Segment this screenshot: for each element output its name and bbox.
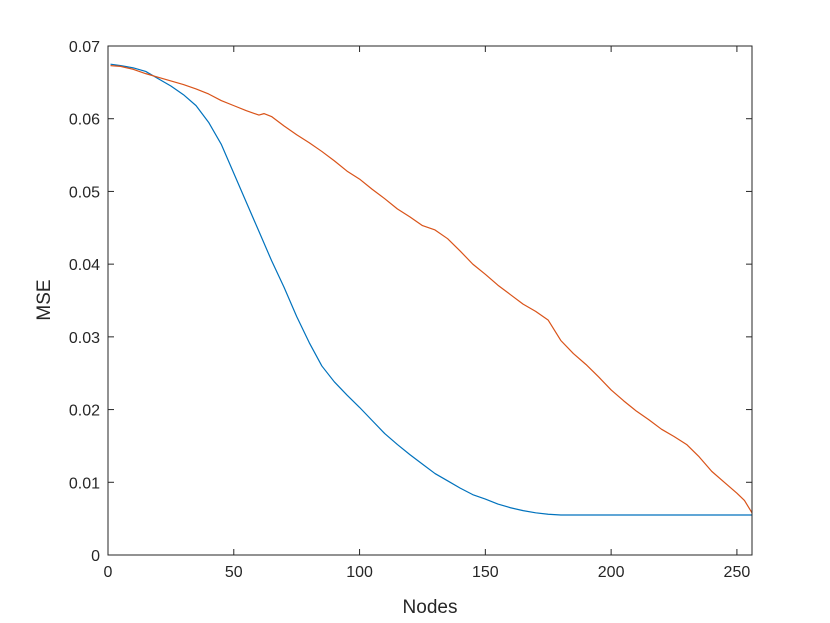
x-tick-label: 150 [472,564,499,581]
x-tick-label: 0 [104,564,113,581]
series-line-2 [110,65,753,514]
x-tick-label: 250 [724,564,751,581]
x-axis: 0 50 100 150 200 250 [104,46,751,581]
y-tick-label: 0.05 [69,184,100,201]
y-tick-label: 0.07 [69,39,100,56]
y-tick-label: 0.01 [69,475,100,492]
x-tick-label: 200 [598,564,625,581]
x-axis-title: Nodes [403,597,458,618]
y-tick-label: 0.04 [69,257,100,274]
y-axis-title: MSE [34,279,55,320]
series-layer [110,63,753,516]
x-tick-label: 100 [346,564,373,581]
x-tick-label: 50 [225,564,243,581]
y-tick-label: 0.06 [69,112,100,129]
y-tick-label: 0.03 [69,330,100,347]
series-line-1 [110,63,752,516]
y-tick-label: 0 [91,548,100,565]
plot-background [108,46,752,555]
y-tick-label: 0.02 [69,403,100,420]
y-axis: 0 0.01 0.02 0.03 0.04 0.05 0.06 0.07 [69,39,752,565]
plot-box [107,45,753,556]
